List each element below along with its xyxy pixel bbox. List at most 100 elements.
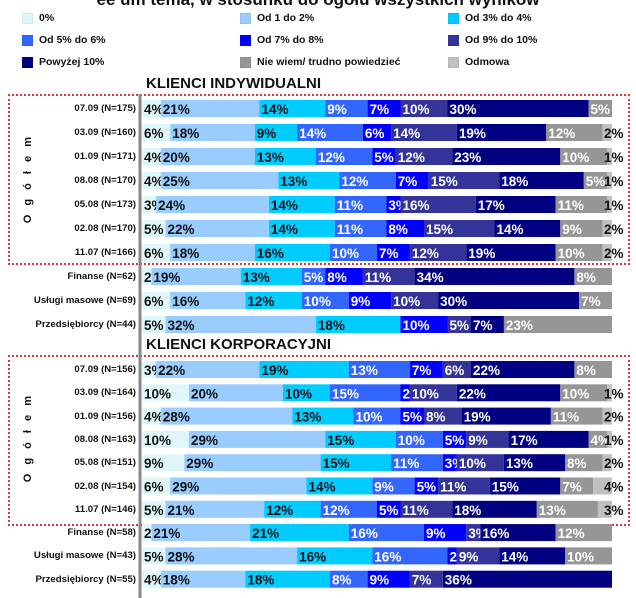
data-label: 4% [144, 174, 164, 189]
bar-segment [142, 316, 166, 333]
data-label: 7% [370, 102, 390, 117]
bar-segment [362, 268, 415, 285]
data-label: 19% [459, 126, 486, 141]
bar-segment [372, 547, 448, 565]
bar-segment [264, 500, 321, 518]
bar-segment [424, 220, 495, 237]
data-label: 11% [337, 198, 363, 213]
bar-segment [409, 361, 443, 378]
data-label: 13% [257, 150, 284, 165]
data-label: 22% [158, 363, 185, 378]
data-label: 9% [351, 294, 371, 309]
data-label: 19% [464, 410, 491, 425]
data-label: 9% [327, 102, 347, 117]
legend-label: Od 7% do 8% [257, 34, 324, 46]
bar-segment [466, 524, 481, 542]
row-label: Usługi masowe (N=43) [33, 550, 136, 562]
legend-item: Nie wiem/ trudno powiedzieć [240, 56, 401, 68]
legend-item: Odmowa [448, 56, 509, 68]
data-label: 24% [158, 198, 185, 213]
bar-segment [607, 430, 612, 448]
bar-segment [447, 547, 457, 565]
data-label: 10% [558, 246, 585, 261]
data-label: 5% [586, 174, 606, 189]
bar-segment [588, 430, 608, 448]
data-label: 6% [445, 363, 465, 378]
bar-segment [160, 148, 255, 165]
legend-label: Nie wiem/ trudno powiedzieć [257, 56, 401, 68]
chart-title: ee um tema, w stosunku do ogółu wszystki… [0, 0, 636, 10]
data-label: 13% [351, 363, 378, 378]
row-label: Finanse (N=58) [67, 527, 136, 539]
bar-segment [602, 124, 612, 141]
data-label: 2% [604, 126, 624, 141]
data-label: 18% [172, 126, 199, 141]
data-label: 9% [144, 456, 164, 471]
bar-segment [259, 361, 349, 378]
bar-segment [348, 524, 424, 542]
data-label: 3% [604, 503, 624, 518]
data-label: 29% [186, 456, 213, 471]
bar-segment [461, 407, 551, 425]
data-label: 5% [417, 480, 437, 495]
bar-segment [442, 570, 612, 588]
data-label: 8% [332, 573, 352, 588]
data-label: 12% [247, 294, 274, 309]
bar-segment [480, 524, 556, 542]
data-label: 10% [562, 150, 589, 165]
legend-swatch [240, 12, 251, 24]
bar-segment [240, 268, 302, 285]
bar-segment [189, 430, 326, 448]
bar-segment [142, 268, 152, 285]
data-label: 21% [153, 526, 180, 541]
row-label: 07.09 (N=175) [74, 103, 136, 114]
data-label: 1% [604, 433, 624, 448]
bar-segment [142, 454, 185, 472]
row-label: 07.09 (N=156) [74, 364, 136, 375]
data-label: 4% [144, 102, 164, 117]
legend-item: Od 1 do 2% [240, 12, 314, 24]
data-label: 11% [403, 503, 429, 518]
bar-segment [602, 454, 612, 472]
bar-segment [301, 292, 349, 309]
data-label: 16% [351, 526, 378, 541]
row-label: Przedsiębiorcy (N=44) [35, 319, 136, 330]
legend-item: 0% [22, 12, 54, 24]
data-label: 10% [459, 456, 486, 471]
data-label: 6% [144, 246, 164, 261]
data-label: 11% [365, 270, 391, 285]
bar-segment [400, 407, 424, 425]
bar-segment [424, 407, 462, 425]
bar-segment [160, 570, 246, 588]
legend-label: Od 1 do 2% [257, 12, 315, 24]
bar-segment [142, 384, 189, 402]
bar-segment [400, 500, 453, 518]
data-label: 34% [417, 270, 444, 285]
data-label: 15% [492, 480, 519, 495]
bar-segment [362, 124, 392, 141]
row-label: Usługi masowe (N=69) [33, 295, 136, 306]
bar-segment [170, 244, 255, 261]
bar-segment [306, 477, 373, 495]
bar-segment [555, 196, 608, 213]
row-label: 08.08 (N=163) [74, 433, 136, 445]
data-label: 14% [271, 222, 298, 237]
data-label: 22% [473, 363, 500, 378]
data-label: 16% [257, 246, 284, 261]
bar-segment [442, 430, 467, 448]
bar-segment [372, 148, 396, 165]
bar-segment [348, 361, 410, 378]
bar-segment [320, 500, 377, 518]
bar-segment [254, 244, 330, 261]
bar-segment [142, 220, 166, 237]
bar-segment [607, 196, 612, 213]
bar-segment [348, 292, 392, 309]
bar-segment [555, 244, 603, 261]
bar-segment [546, 124, 603, 141]
data-label: 19% [468, 246, 495, 261]
legend-item: Od 3% do 4% [448, 12, 532, 24]
bar-segment [560, 477, 594, 495]
bar-segment [165, 220, 269, 237]
bar-segment [353, 407, 401, 425]
row-label: 11.07 (N=146) [74, 503, 136, 515]
